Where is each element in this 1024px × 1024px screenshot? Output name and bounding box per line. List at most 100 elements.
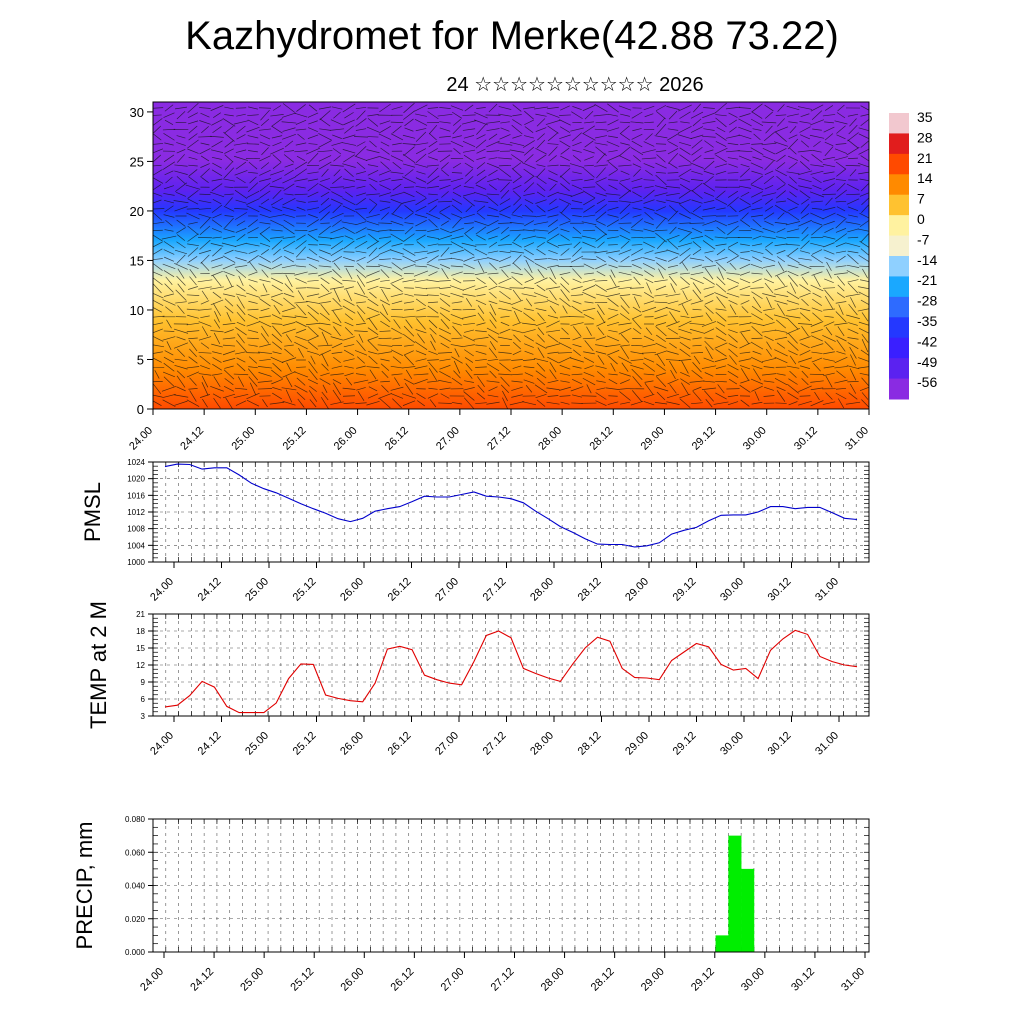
- x-tick-label: 24.00: [127, 425, 155, 453]
- y-tick-label: 5: [137, 352, 144, 367]
- colorbar-label: -49: [917, 354, 937, 370]
- y-tick-label: 1008: [127, 525, 145, 534]
- y-tick-label: 20: [130, 204, 144, 219]
- x-tick-label: 29.12: [689, 966, 717, 994]
- x-tick-label: 24.12: [196, 576, 224, 604]
- colorbar-label: -42: [917, 333, 937, 349]
- x-tick-label: 30.00: [718, 730, 746, 758]
- precip-bar: [728, 835, 742, 952]
- x-tick-label: 26.12: [383, 425, 411, 453]
- x-tick-label: 29.00: [639, 425, 667, 453]
- x-tick-label: 29.12: [671, 730, 699, 758]
- x-tick-label: 25.12: [281, 425, 309, 453]
- temperature-panel: 3 6 9 12 15 18 21 24.00 24.12 25.00 25.12 26.00 26.1…: [86, 601, 870, 758]
- x-tick-label: 24.12: [178, 425, 206, 453]
- x-tick-label: 27.00: [433, 730, 461, 758]
- y-tick-label: 1020: [127, 475, 145, 484]
- x-tick-label: 28.00: [528, 576, 556, 604]
- x-tick-label: 30.12: [766, 730, 794, 758]
- x-tick-label: 27.12: [481, 730, 509, 758]
- x-tick-label: 24.00: [148, 730, 176, 758]
- x-tick-label: 26.00: [338, 966, 366, 994]
- y-tick-label: 0.060: [125, 848, 146, 857]
- colorbar-label: 7: [917, 191, 925, 207]
- x-tick-label: 24.00: [148, 576, 176, 604]
- colorbar-label: 21: [917, 150, 933, 166]
- x-tick-label: 31.00: [813, 576, 841, 604]
- x-tick-label: 25.12: [288, 966, 316, 994]
- chart-subtitle: 24 ☆☆☆☆☆☆☆☆☆☆ 2026: [446, 74, 704, 96]
- colorbar-segment: [889, 153, 909, 175]
- x-tick-label: 30.12: [792, 425, 820, 453]
- y-axis-label: TEMP at 2 M: [86, 601, 111, 729]
- x-tick-label: 24.12: [188, 966, 216, 994]
- y-tick-label: 21: [136, 610, 145, 619]
- precipitation-panel: 0.000 0.020 0.040 0.060 0.080 24.00 24.12 25.00…: [72, 815, 870, 994]
- colorbar-label: -14: [917, 252, 937, 268]
- x-tick-label: 26.12: [386, 576, 414, 604]
- y-tick-label: 0: [137, 402, 144, 417]
- y-tick-label: 15: [130, 253, 144, 268]
- y-tick-label: 15: [136, 644, 145, 653]
- y-tick-label: 0.020: [125, 915, 146, 924]
- x-tick-label: 24.12: [196, 730, 224, 758]
- field-fill: [153, 102, 869, 409]
- x-tick-label: 29.00: [623, 730, 651, 758]
- colorbar: 35 28 21 14 7 0 -7 -14 -21 -28 -35 -42 -49 -56: [889, 109, 937, 400]
- x-tick-label: 25.00: [243, 576, 271, 604]
- grid: [152, 613, 870, 717]
- x-tick-label: 24.00: [138, 966, 166, 994]
- x-tick-label: 25.00: [229, 425, 257, 453]
- x-tick-label: 28.12: [576, 576, 604, 604]
- x-tick-label: 25.12: [291, 576, 319, 604]
- grid: [152, 461, 870, 563]
- y-tick-label: 18: [136, 627, 145, 636]
- x-tick-label: 31.00: [843, 425, 871, 453]
- x-tick-label: 27.00: [434, 425, 462, 453]
- colorbar-segment: [889, 194, 909, 216]
- x-tick-label: 27.12: [485, 425, 513, 453]
- colorbar-label: -28: [917, 293, 937, 309]
- pmsl-line: [164, 463, 858, 548]
- x-tick-label: 28.12: [589, 966, 617, 994]
- x-tick-label: 28.12: [576, 730, 604, 758]
- colorbar-label: -56: [917, 374, 937, 390]
- colorbar-label: -21: [917, 272, 937, 288]
- colorbar-label: 14: [917, 170, 933, 186]
- pmsl-panel: 1000 1004 1008 1012 1016 1020 1024 24.00 24.12 25…: [80, 458, 870, 604]
- x-tick-label: 27.00: [439, 966, 467, 994]
- colorbar-segment: [889, 358, 909, 380]
- colorbar-segment: [889, 317, 909, 339]
- x-tick-label: 26.00: [332, 425, 360, 453]
- x-tick-label: 27.12: [481, 576, 509, 604]
- y-axis-label: PMSL: [80, 482, 105, 542]
- x-tick-label: 26.00: [338, 730, 366, 758]
- colorbar-label: -35: [917, 313, 937, 329]
- y-tick-label: 1004: [127, 541, 145, 550]
- chart-title: Kazhydromet for Merke(42.88 73.22): [185, 14, 839, 58]
- minor-ticks: [152, 461, 870, 563]
- y-tick-label: 3: [141, 712, 146, 721]
- y-tick-label: 12: [136, 661, 145, 670]
- x-tick-label: 28.00: [528, 730, 556, 758]
- colorbar-label: 28: [917, 129, 933, 145]
- colorbar-segment: [889, 256, 909, 277]
- y-tick-label: 1024: [127, 458, 145, 467]
- y-tick-label: 1000: [127, 558, 145, 567]
- wind-barbs: [153, 102, 869, 409]
- x-tick-label: 25.00: [238, 966, 266, 994]
- y-tick-label: 25: [130, 154, 144, 169]
- x-tick-label: 31.00: [813, 730, 841, 758]
- x-tick-label: 28.00: [539, 966, 567, 994]
- y-tick-label: 30: [130, 105, 144, 120]
- x-tick-label: 30.12: [789, 966, 817, 994]
- x-tick-label: 30.00: [741, 425, 769, 453]
- colorbar-label: -7: [917, 231, 930, 247]
- x-tick-label: 30.00: [718, 576, 746, 604]
- x-tick-label: 28.12: [587, 425, 615, 453]
- x-tick-label: 29.12: [690, 425, 718, 453]
- y-tick-label: 0.040: [125, 882, 146, 891]
- x-tick-label: 25.12: [291, 730, 319, 758]
